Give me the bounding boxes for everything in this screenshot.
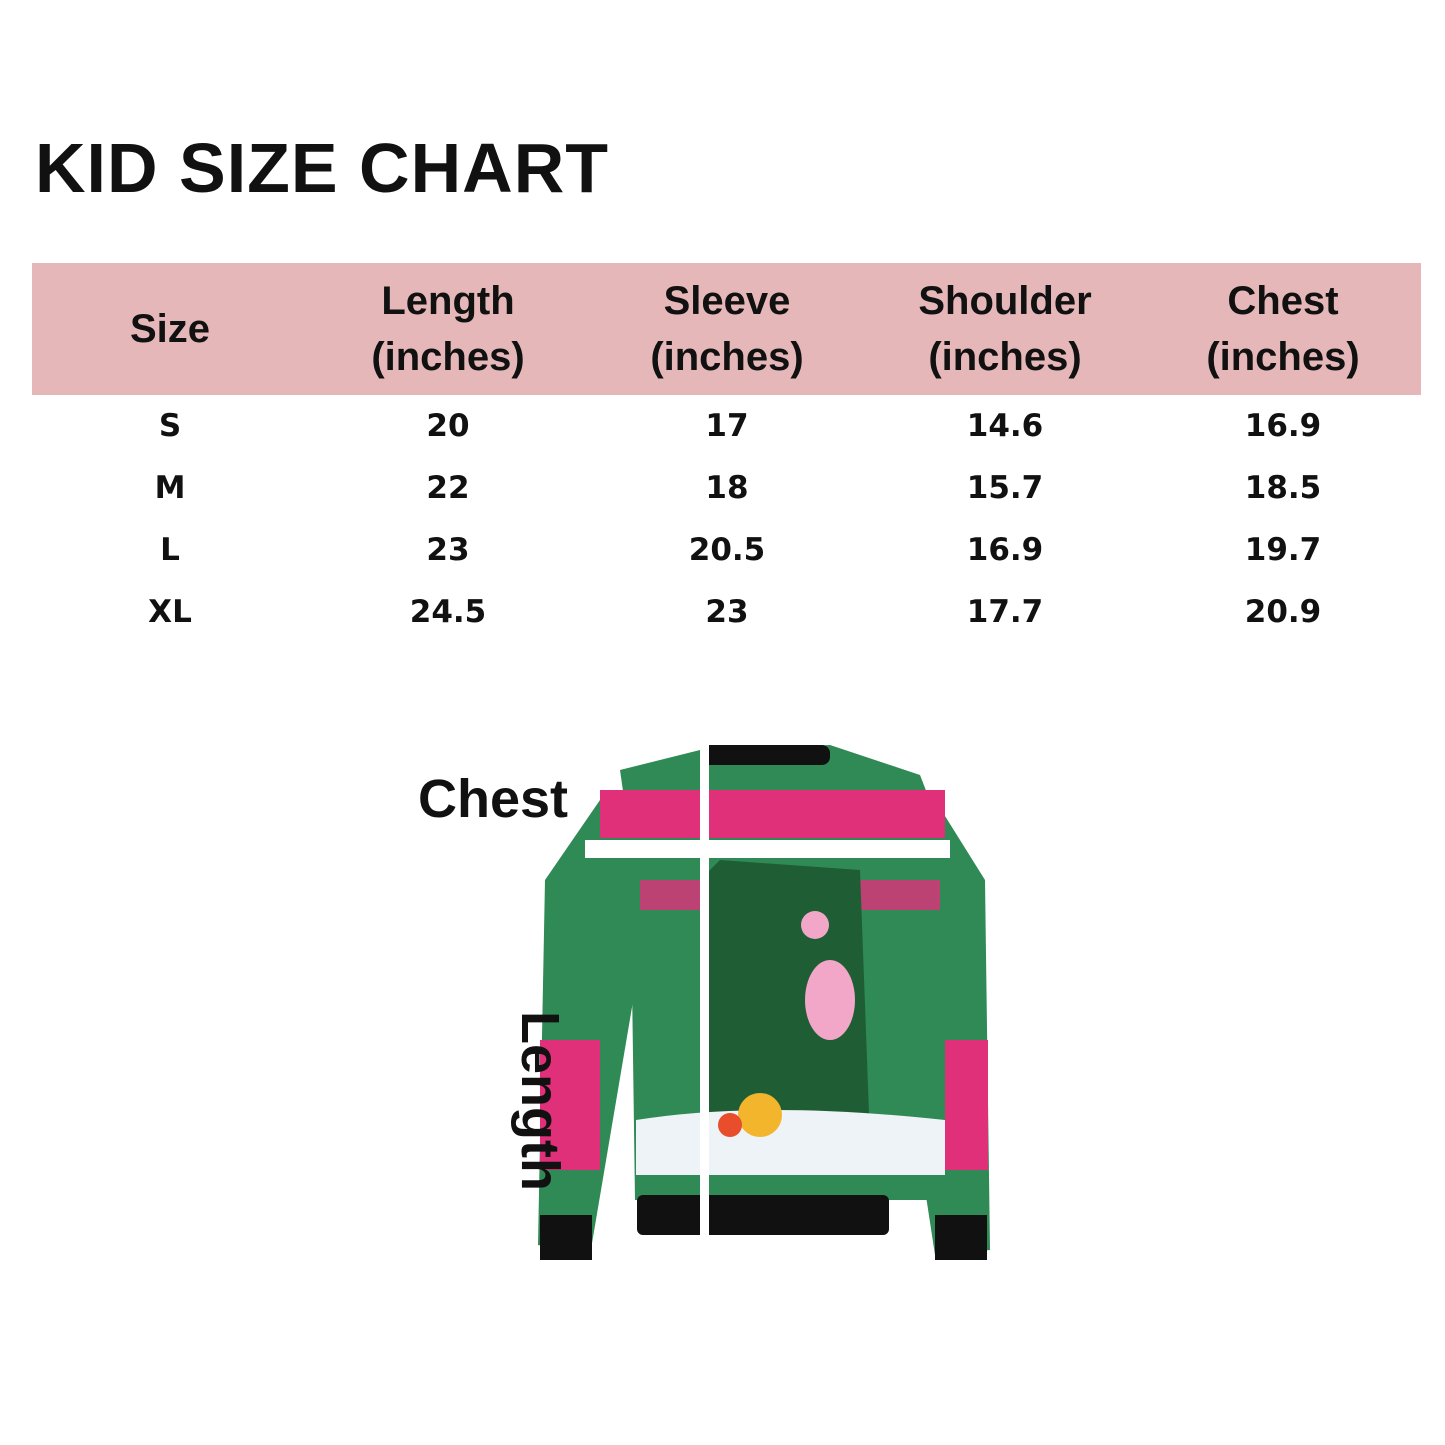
header-line2: (inches) [928,335,1082,379]
table-cell: L [160,532,180,568]
header-line2: (inches) [1206,335,1360,379]
table-cell: 24.5 [409,594,487,630]
table-cell: M [154,470,186,506]
table-cell: 17 [705,408,749,444]
page-title: KID SIZE CHART [35,129,609,207]
table-cell: 19.7 [1244,532,1322,568]
header-line1: Chest [1227,279,1339,323]
table-cell: 23 [426,532,470,568]
table-cell: 17.7 [966,594,1044,630]
header-line1: Size [129,307,211,351]
header-line1: Shoulder [918,279,1092,323]
table-cell: 20 [426,408,470,444]
table-cell: 18 [705,470,749,506]
column-header: Chest (inches) [1144,273,1422,385]
table-cell: XL [148,594,192,630]
header-line1: Sleeve [663,279,791,323]
length-label: Length [510,1011,570,1191]
header-line2: (inches) [650,335,804,379]
table-cell: 18.5 [1244,470,1322,506]
column-header: Sleeve (inches) [588,273,866,385]
table-cell: 22 [426,470,470,506]
table-cell: 20.5 [688,532,766,568]
column-header: Shoulder (inches) [866,273,1144,385]
table-header-band [32,263,1421,395]
table-cell: 20.9 [1244,594,1322,630]
column-header: Size [31,301,309,357]
table-cell: 23 [705,594,749,630]
table-cell: S [158,408,182,444]
header-line1: Length [381,279,515,323]
header-line2: (inches) [371,335,525,379]
table-cell: 14.6 [966,408,1044,444]
table-cell: 16.9 [1244,408,1322,444]
column-header: Length (inches) [309,273,587,385]
chest-label: Chest [418,769,569,829]
table-cell: 16.9 [966,532,1044,568]
table-cell: 15.7 [966,470,1044,506]
